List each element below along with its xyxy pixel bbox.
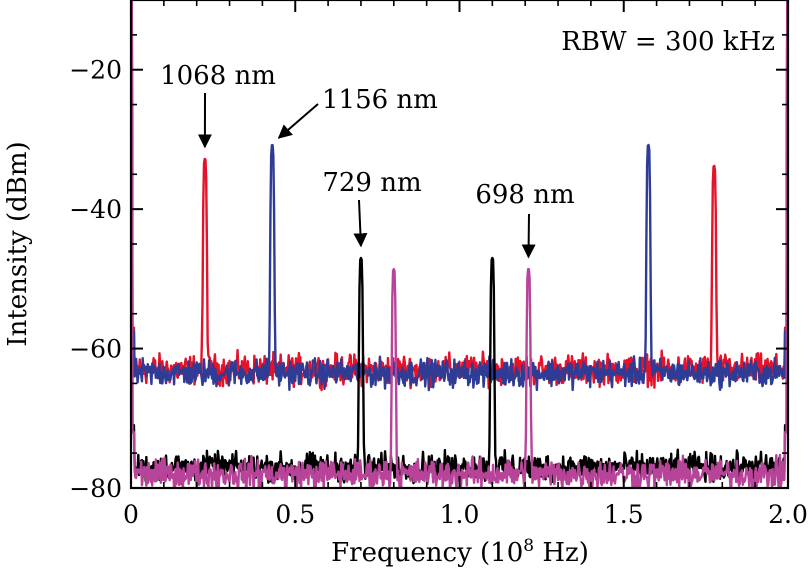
peak-arrow: [353, 199, 368, 248]
series-line-1: [131, 0, 788, 392]
x-tick-label: 1.5: [604, 500, 644, 529]
tick-layer: [130, 0, 789, 489]
peak-arrow: [521, 213, 536, 259]
x-axis-label-exponent: 8: [523, 536, 534, 556]
x-tick-label: 2.0: [768, 500, 808, 529]
y-tick-label: −80: [69, 474, 122, 503]
peak-arrow: [277, 103, 319, 139]
y-tick-label: −60: [69, 335, 122, 364]
x-tick-label: 0: [123, 500, 139, 529]
peak-label: 1156 nm: [322, 85, 438, 115]
x-axis-label-main: Frequency (10: [331, 538, 523, 568]
peak-label: 1068 nm: [160, 61, 276, 91]
tick-label-layer: 0 0.5 1.0 1.5 2.0 −80 −60 −40 −20: [69, 56, 808, 529]
peak-label: 698 nm: [475, 180, 574, 210]
x-axis-label-unit: Hz): [534, 538, 589, 568]
peak-label: 729 nm: [322, 168, 421, 198]
y-tick-label: −40: [69, 195, 122, 224]
rbw-annotation: RBW = 300 kHz: [561, 27, 775, 57]
y-axis-label: Intensity (dBm): [3, 141, 33, 346]
annotation-layer: 1068 nm 1156 nm 729 nm 698 nm: [160, 61, 575, 259]
x-tick-label: 1.0: [440, 500, 480, 529]
series-line-2: [131, 0, 788, 392]
y-tick-label: −20: [69, 56, 122, 85]
x-axis-label: Frequency (108 Hz): [331, 536, 589, 568]
x-tick-label: 0.5: [275, 500, 315, 529]
